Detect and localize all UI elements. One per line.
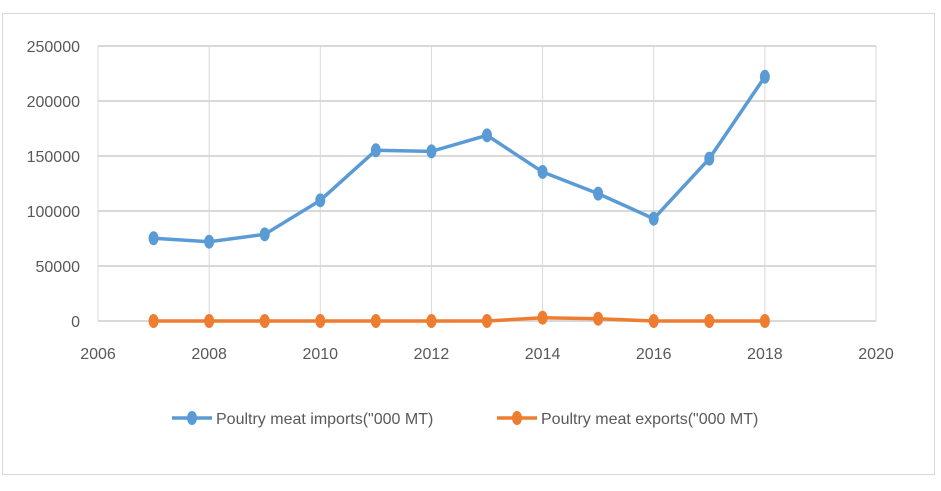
data-point (593, 311, 604, 326)
x-tick-label: 2006 (80, 346, 116, 363)
series-line (153, 315, 765, 323)
x-tick-label: 2008 (191, 346, 227, 363)
data-point (648, 314, 659, 328)
y-tick-label: 200000 (27, 94, 80, 111)
legend-marker (187, 411, 197, 425)
x-tick-label: 2010 (302, 346, 338, 363)
y-tick-label: 100000 (27, 204, 80, 221)
legend-label: Poultry meat exports("000 MT) (541, 411, 758, 428)
y-tick-label: 250000 (27, 39, 80, 56)
data-point (259, 314, 270, 328)
x-tick-label: 2012 (414, 346, 450, 363)
data-point (704, 314, 715, 328)
legend-label: Poultry meat imports("000 MT) (216, 411, 433, 428)
data-point (370, 143, 381, 158)
x-tick-label: 2016 (636, 346, 672, 363)
data-point (648, 211, 659, 226)
series-line (153, 75, 767, 244)
legend-marker (512, 411, 522, 425)
data-point (537, 310, 548, 325)
x-tick-label: 2020 (858, 346, 894, 363)
data-point (426, 314, 437, 328)
data-point (759, 314, 770, 328)
x-tick-label: 2018 (747, 346, 783, 363)
data-point (426, 144, 437, 159)
y-tick-label: 50000 (36, 259, 81, 276)
data-point (148, 231, 159, 246)
x-tick-label: 2014 (525, 346, 561, 363)
data-point (759, 69, 770, 84)
y-tick-label: 150000 (27, 149, 80, 166)
data-point (482, 128, 492, 143)
data-point (148, 314, 159, 328)
data-point (204, 234, 215, 249)
data-point (204, 314, 215, 328)
data-point (593, 186, 604, 201)
data-point (259, 227, 270, 242)
data-point (315, 193, 326, 208)
chart-frame (2, 13, 935, 475)
data-point (704, 151, 715, 166)
data-point (315, 314, 326, 328)
data-point (370, 314, 381, 328)
y-tick-label: 0 (71, 314, 80, 331)
data-point (537, 164, 548, 179)
data-point (482, 314, 492, 328)
